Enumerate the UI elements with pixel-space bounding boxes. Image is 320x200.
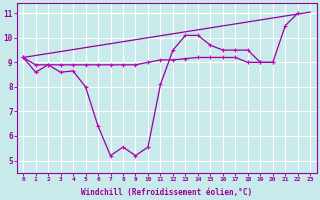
X-axis label: Windchill (Refroidissement éolien,°C): Windchill (Refroidissement éolien,°C) [81, 188, 252, 197]
